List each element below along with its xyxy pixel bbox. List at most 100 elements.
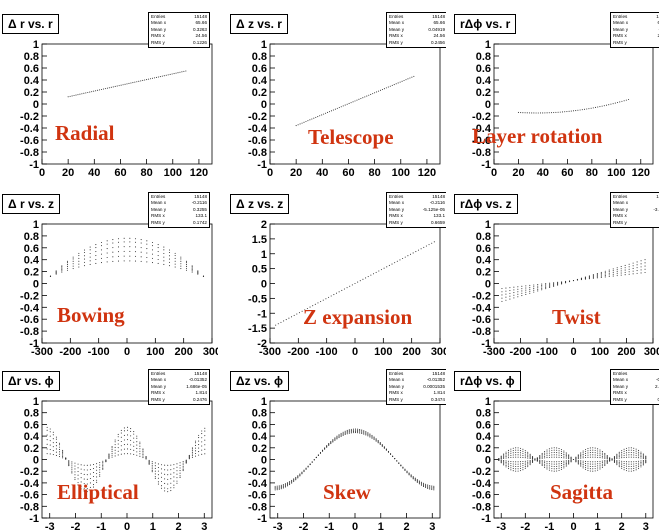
data-point	[291, 480, 293, 482]
data-point	[52, 442, 54, 444]
data-point	[80, 477, 82, 479]
data-point	[637, 460, 640, 462]
data-point	[630, 461, 632, 463]
data-point	[582, 453, 584, 456]
data-point	[74, 478, 76, 481]
data-point	[179, 470, 181, 472]
data-point	[565, 282, 567, 284]
data-point	[89, 246, 91, 248]
stats-key: RMS y	[389, 396, 403, 402]
x-tick-label: -200	[509, 346, 531, 357]
data-point	[509, 292, 511, 294]
data-point	[62, 454, 64, 456]
data-point	[123, 453, 125, 455]
data-point	[174, 252, 176, 254]
data-point	[606, 462, 608, 464]
data-point	[78, 263, 80, 265]
data-point	[568, 461, 570, 463]
data-point	[168, 265, 171, 267]
stats-row: RMS x 1.814	[151, 390, 207, 396]
data-point	[352, 430, 355, 433]
stats-key: Mean x	[389, 377, 405, 383]
data-point	[616, 464, 618, 466]
stats-row: RMS y 0.6659	[389, 220, 445, 226]
data-point	[346, 429, 348, 431]
data-point	[78, 254, 80, 257]
data-point	[507, 462, 510, 464]
data-point	[325, 112, 327, 114]
y-tick-label: 2	[261, 219, 267, 231]
stats-row: Mean y -5.125e-05	[389, 207, 445, 213]
data-point	[130, 444, 132, 446]
y-tick-label: -0.4	[248, 123, 268, 135]
data-point	[338, 107, 340, 109]
stats-key: Mean y	[389, 383, 405, 389]
data-point	[102, 463, 104, 465]
data-point	[515, 456, 517, 458]
data-point	[599, 457, 601, 459]
data-point	[623, 460, 625, 463]
data-point	[548, 452, 550, 454]
data-point	[202, 275, 205, 277]
data-point	[541, 455, 543, 457]
data-point	[640, 269, 642, 271]
stats-key: RMS y	[389, 219, 403, 225]
data-point	[608, 275, 610, 278]
data-point	[100, 88, 103, 91]
data-point	[139, 443, 141, 445]
data-point	[505, 453, 507, 455]
data-point	[548, 454, 550, 456]
data-point	[625, 99, 627, 101]
data-point	[46, 453, 48, 455]
x-tick-label: 40	[88, 167, 100, 178]
y-tick-label: 0.5	[252, 264, 267, 276]
x-tick-label: 3	[643, 521, 649, 532]
data-point	[351, 284, 353, 286]
data-point	[182, 465, 184, 467]
plot-svg: -2-1.5-1-0.500.511.52-300 -200 -100 0 100 200…	[248, 219, 446, 357]
data-point	[130, 428, 132, 430]
plot-title: Δz vs. ϕ	[230, 371, 289, 391]
data-point	[431, 242, 433, 244]
data-point	[512, 467, 514, 470]
y-tick-label: -0.4	[20, 478, 40, 490]
data-point	[546, 464, 548, 466]
data-point	[55, 448, 57, 450]
data-point	[592, 277, 594, 279]
data-point	[374, 92, 376, 94]
data-point	[295, 477, 297, 479]
data-point	[507, 467, 510, 470]
data-point	[589, 468, 591, 470]
data-point	[635, 463, 637, 465]
data-point	[341, 289, 343, 291]
data-point	[529, 292, 531, 294]
data-point	[527, 466, 529, 468]
data-point	[124, 83, 126, 85]
data-point	[391, 84, 393, 86]
data-point	[616, 275, 618, 277]
stats-value: 0.1742	[192, 219, 207, 225]
y-tick-label: 0.6	[24, 243, 39, 255]
data-point	[328, 443, 330, 445]
plot-frame	[41, 43, 213, 165]
data-point	[367, 434, 369, 436]
data-point	[503, 462, 505, 464]
data-point	[556, 468, 558, 470]
data-point	[204, 430, 206, 432]
data-point	[635, 467, 637, 469]
data-point	[157, 477, 159, 479]
data-point	[180, 265, 182, 267]
data-point	[344, 104, 346, 106]
data-point	[527, 463, 529, 465]
data-point	[412, 252, 414, 254]
y-tick-label: 1	[33, 219, 39, 231]
data-point	[71, 463, 73, 465]
data-point	[114, 439, 116, 441]
data-point	[96, 469, 98, 471]
data-point	[628, 447, 630, 449]
y-tick-label: 0.2	[252, 87, 267, 99]
data-point	[628, 454, 630, 456]
data-point	[385, 448, 387, 450]
